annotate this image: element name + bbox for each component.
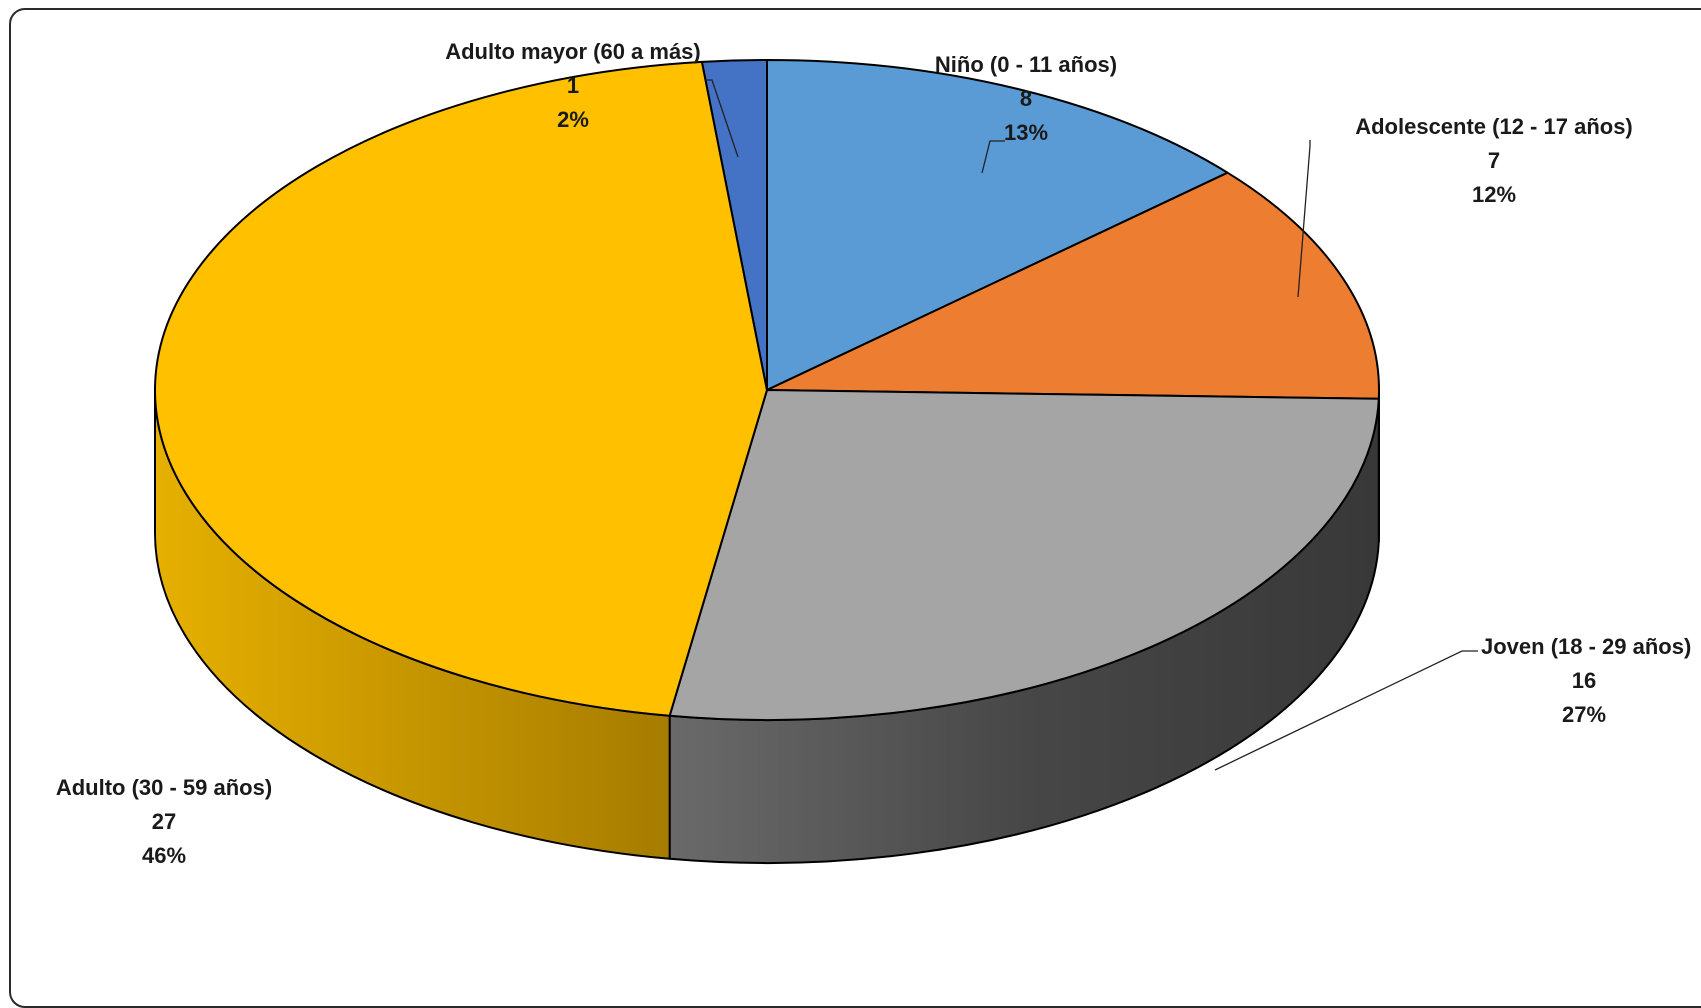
label-percent: 2%: [557, 107, 589, 132]
label-value: 1: [567, 73, 579, 98]
label-value: 16: [1572, 668, 1596, 693]
label-name: Niño (0 - 11 años): [935, 52, 1117, 77]
data-label-adulto: Adulto (30 - 59 años) 27 46%: [56, 775, 272, 868]
pie-tops: [155, 60, 1379, 720]
pie-chart: Adulto mayor (60 a más) 1 2% Niño (0 - 1…: [0, 0, 1701, 974]
label-name: Adolescente (12 - 17 años): [1355, 114, 1633, 139]
data-label-joven: Joven (18 - 29 años) 16 27%: [1481, 634, 1691, 727]
label-percent: 27%: [1562, 702, 1606, 727]
label-name: Joven (18 - 29 años): [1481, 634, 1691, 659]
label-name: Adulto mayor (60 a más): [445, 39, 701, 64]
data-label-adolescente: Adolescente (12 - 17 años) 7 12%: [1355, 114, 1633, 207]
label-value: 7: [1488, 148, 1500, 173]
label-percent: 46%: [142, 843, 186, 868]
label-value: 27: [152, 809, 176, 834]
label-percent: 12%: [1472, 182, 1516, 207]
label-percent: 13%: [1004, 120, 1048, 145]
label-name: Adulto (30 - 59 años): [56, 775, 272, 800]
label-value: 8: [1020, 86, 1032, 111]
